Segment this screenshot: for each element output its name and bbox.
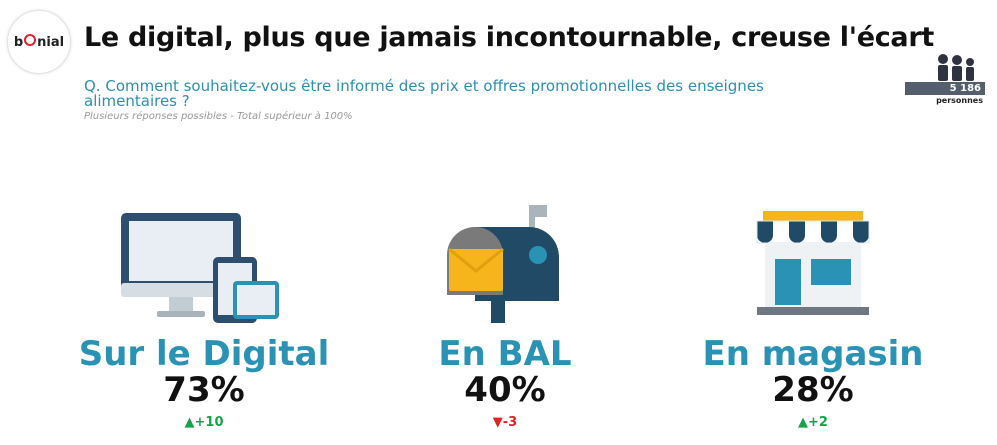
change-badge: ▲+2 <box>663 416 963 430</box>
respondents-unit: personnes <box>936 96 983 105</box>
logo-o <box>24 34 37 46</box>
storefront-icon <box>756 211 870 315</box>
category-value: 28% <box>772 370 854 410</box>
category-label: Sur le Digital <box>78 334 330 374</box>
arrow-up-icon: ▲ <box>798 415 809 430</box>
mailbox-icon <box>447 205 559 323</box>
arrow-up-icon: ▲ <box>184 415 195 430</box>
change-badge: ▲+10 <box>54 416 354 430</box>
arrow-down-icon: ▼ <box>492 415 503 430</box>
change-badge: ▼-3 <box>355 416 655 430</box>
people-icon <box>938 54 974 81</box>
category-label: En BAL <box>438 334 572 374</box>
panel-digital: Sur le Digital 73% ▲+10 <box>54 205 354 430</box>
survey-note: Plusieurs réponses possibles - Total sup… <box>84 111 353 122</box>
logo-mark: b nial <box>13 34 65 50</box>
category-value: 73% <box>163 370 245 410</box>
change-value: -3 <box>502 415 518 430</box>
category-value: 40% <box>464 370 546 410</box>
category-label: En magasin <box>702 334 924 374</box>
computer-devices-icon <box>121 213 279 323</box>
panel-bal: En BAL 40% ▼-3 <box>355 205 655 430</box>
page-title: Le digital, plus que jamais incontournab… <box>84 22 934 53</box>
survey-question: Q. Comment souhaitez-vous être informé d… <box>84 77 764 110</box>
respondents-badge: 5 186 personnes <box>905 52 985 105</box>
respondents-count: 5 186 <box>905 82 985 95</box>
panel-magasin: En magasin 28% ▲+2 <box>663 205 963 430</box>
change-value: +2 <box>808 415 828 430</box>
change-value: +10 <box>194 415 224 430</box>
